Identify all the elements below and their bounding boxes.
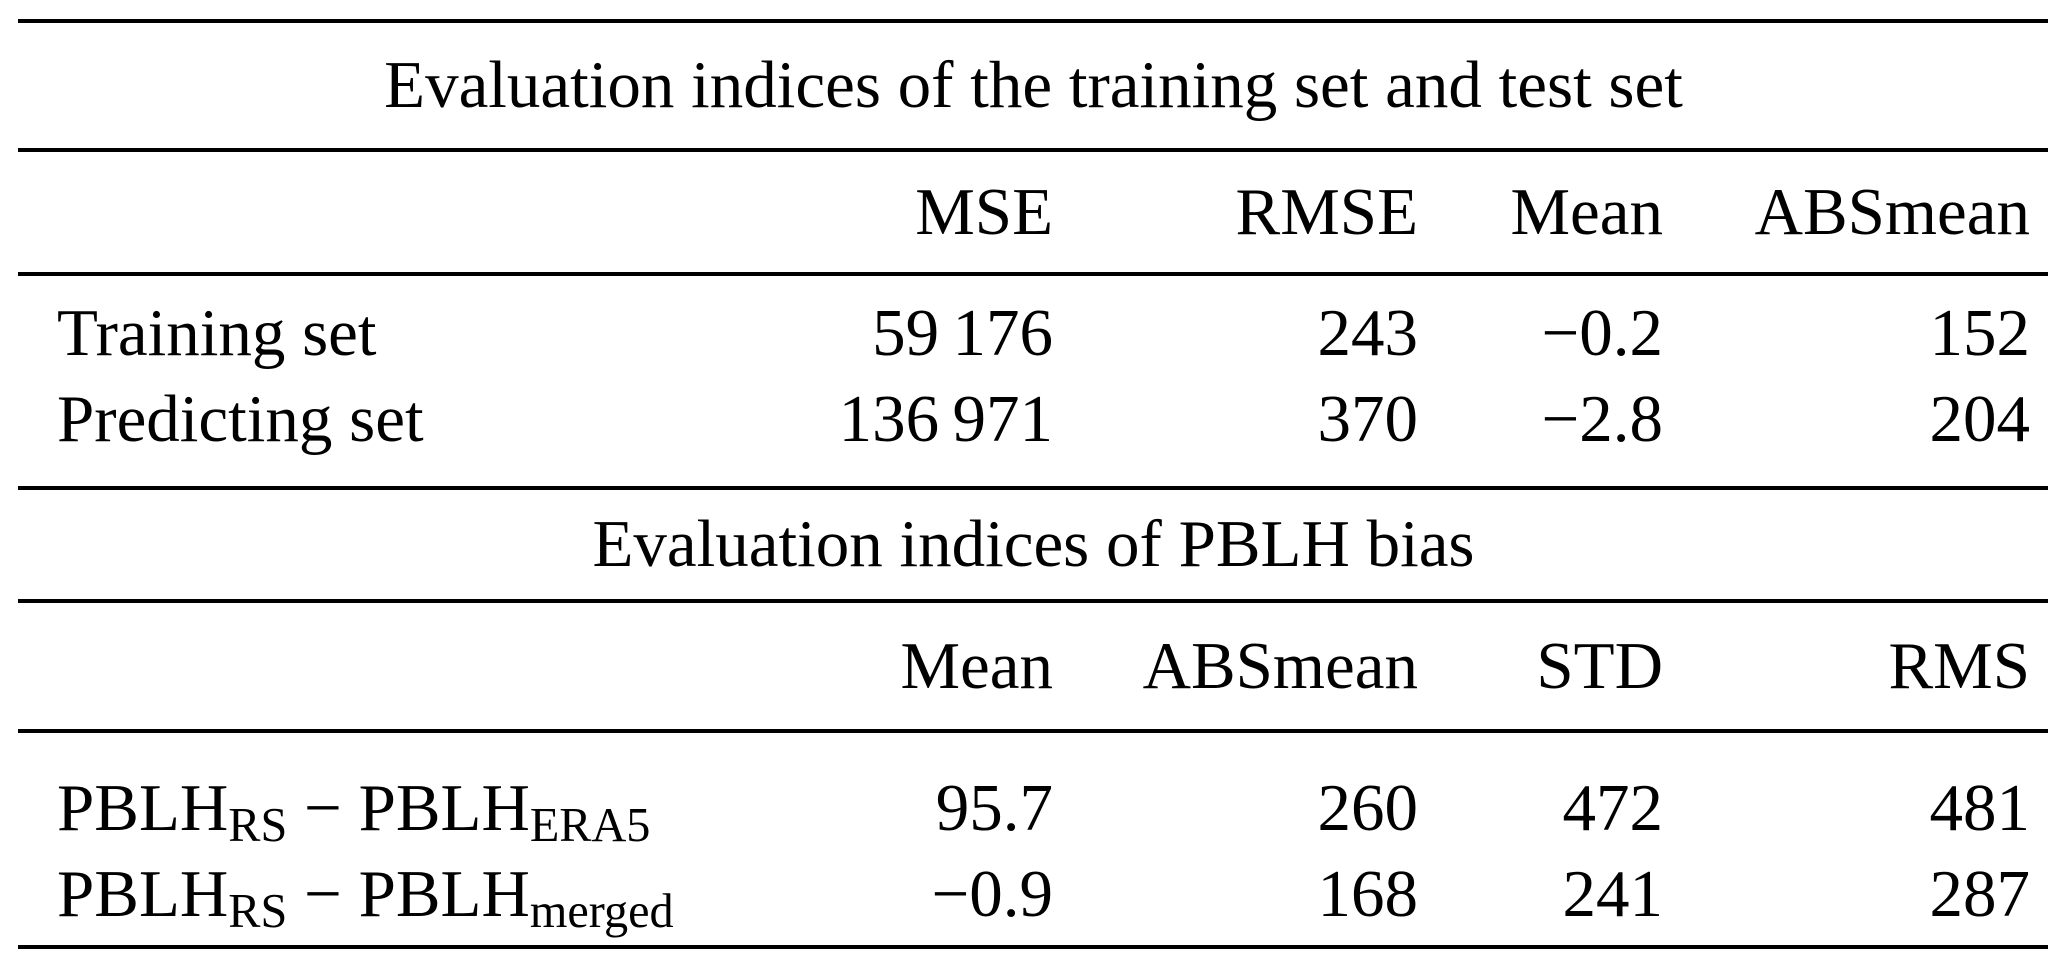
row-label-subscript: RS xyxy=(228,798,288,852)
table-rule-under-section2-title xyxy=(18,599,2048,603)
cell-value: 472 xyxy=(1562,771,1664,845)
cell-value: 95.7 xyxy=(935,771,1053,845)
section2-title: Evaluation indices of PBLH bias xyxy=(592,507,1475,581)
row-label-subscript: ERA5 xyxy=(529,798,651,852)
table-row-pblh-rs-minus-era5: PBLHRS − PBLHERA5 95.7 260 472 481 xyxy=(0,765,2067,851)
row-label: PBLHRS − PBLHmerged xyxy=(57,851,674,937)
section1-title: Evaluation indices of the training set a… xyxy=(384,48,1683,122)
cell-value: 59 176 xyxy=(872,296,1053,370)
cell-value: −0.2 xyxy=(1541,296,1663,370)
column-header-absmean: ABSmean xyxy=(1754,175,2030,249)
column-header-std: STD xyxy=(1536,629,1663,703)
cell-value: 204 xyxy=(1929,382,2031,456)
table-row-predicting-set: Predicting set 136 971 370 −2.8 204 xyxy=(0,376,2067,462)
row-label: PBLHRS − PBLHERA5 xyxy=(57,765,650,851)
cell-value: 152 xyxy=(1929,296,2031,370)
column-header-rmse: RMSE xyxy=(1235,175,1418,249)
cell-value: 243 xyxy=(1317,296,1419,370)
table-rule-under-section1-title xyxy=(18,148,2048,152)
column-header-mse: MSE xyxy=(915,175,1053,249)
row-label-subscript: RS xyxy=(228,884,288,938)
cell-value: −2.8 xyxy=(1541,382,1663,456)
cell-value: −0.9 xyxy=(931,857,1053,931)
section1-header-row: MSE RMSE Mean ABSmean xyxy=(0,169,2067,255)
column-header-mean: Mean xyxy=(900,629,1053,703)
table-rule-top xyxy=(18,19,2048,23)
table-rule-bottom xyxy=(18,945,2048,949)
row-label-base: PBLH xyxy=(57,857,229,931)
row-label: Training set xyxy=(57,296,377,370)
cell-value: 370 xyxy=(1317,382,1419,456)
cell-value: 136 971 xyxy=(838,382,1053,456)
minus-operator: − xyxy=(287,857,359,931)
row-label-base: PBLH xyxy=(57,771,229,845)
section2-header-row: Mean ABSmean STD RMS xyxy=(0,623,2067,709)
cell-value: 287 xyxy=(1929,857,2031,931)
column-header-rms: RMS xyxy=(1888,629,2030,703)
cell-value: 241 xyxy=(1562,857,1664,931)
cell-value: 168 xyxy=(1317,857,1419,931)
minus-operator: − xyxy=(287,771,359,845)
cell-value: 260 xyxy=(1317,771,1419,845)
column-header-mean: Mean xyxy=(1510,175,1663,249)
row-label-base: PBLH xyxy=(358,771,530,845)
row-label-base: PBLH xyxy=(358,857,530,931)
row-label-subscript: merged xyxy=(529,884,674,938)
table-rule-under-section1-body xyxy=(18,486,2048,490)
cell-value: 481 xyxy=(1929,771,2031,845)
column-header-absmean: ABSmean xyxy=(1142,629,1418,703)
table-rule-under-section1-header xyxy=(18,272,2048,276)
table-rule-under-section2-header xyxy=(18,729,2048,733)
table-row-training-set: Training set 59 176 243 −0.2 152 xyxy=(0,290,2067,376)
table-row-pblh-rs-minus-merged: PBLHRS − PBLHmerged −0.9 168 241 287 xyxy=(0,851,2067,937)
row-label: Predicting set xyxy=(57,382,424,456)
